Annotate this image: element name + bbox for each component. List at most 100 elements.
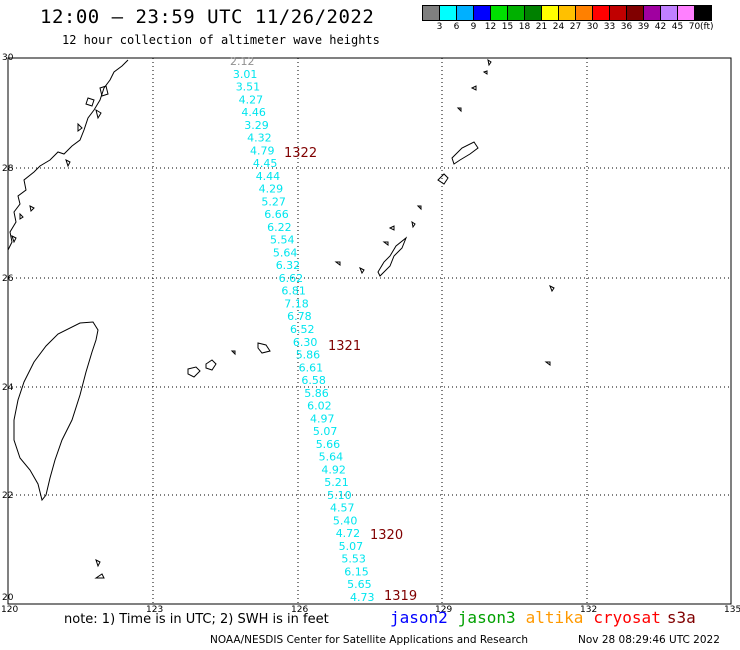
color-scale-legend: 3 6 9 12 15 18 21 24 27 30 33 36 39 42 45 70 (422, 5, 712, 32)
scale-label: 15 (501, 22, 514, 32)
satellite-label-jason3: jason3 (457, 608, 516, 627)
coastal-islands (11, 85, 109, 244)
wave-height-value: 5.65 (347, 578, 372, 591)
longitude-label: 120 (1, 605, 18, 615)
longitude-label: 132 (580, 605, 597, 615)
wave-height-value: 4.29 (259, 183, 284, 196)
scale-label: 27 (569, 22, 582, 32)
satellite-label-cryosat: cryosat (593, 608, 661, 627)
scale-swatch: 70 (689, 5, 712, 32)
satellite-label-jason2: jason2 (390, 608, 448, 627)
wave-height-value: 4.92 (321, 463, 346, 476)
wave-height-value: 4.46 (241, 106, 266, 119)
latitude-label: 26 (2, 274, 14, 284)
wave-height-value: 4.72 (336, 527, 361, 540)
china-coastline (7, 59, 129, 251)
wave-height-value: 6.78 (287, 310, 312, 323)
scale-label: 12 (484, 22, 497, 32)
color-scale-unit: (ft) (700, 22, 714, 32)
ryukyu-islands (94, 58, 555, 579)
scale-label: 70 (688, 22, 701, 32)
wave-height-value: 4.44 (256, 170, 281, 183)
longitude-labels: 120 123 126 129 132 135 (1, 605, 740, 615)
wave-height-value: 4.45 (253, 157, 278, 170)
wave-height-value: 5.10 (327, 489, 352, 502)
latitude-label: 22 (2, 491, 13, 501)
scale-label: 39 (637, 22, 650, 32)
wave-height-value: 6.66 (264, 208, 289, 221)
wave-height-value: 4.27 (239, 93, 264, 106)
wave-height-value: 4.73 (350, 591, 375, 604)
wave-height-value: 6.02 (307, 400, 332, 413)
wave-height-value: 3.29 (244, 119, 268, 132)
taiwan-coastline (13, 321, 99, 502)
track-time-label: 1320 (370, 528, 403, 543)
map-subtitle: 12 hour collection of altimeter wave hei… (62, 33, 380, 47)
scale-swatch: 45 (672, 5, 695, 32)
wave-height-value: 6.15 (344, 566, 369, 579)
longitude-label: 126 (291, 605, 308, 615)
wave-height-value: 3.01 (233, 68, 258, 81)
wave-height-value: 4.32 (247, 132, 272, 145)
wave-height-value: 5.86 (296, 349, 321, 362)
satellite-legend: jason2 jason3 altika cryosat s3a (390, 608, 706, 627)
scale-label: 45 (671, 22, 684, 32)
wave-height-value: 6.62 (279, 272, 304, 285)
scale-swatch: 9 (471, 5, 491, 32)
latitude-label: 28 (2, 164, 14, 174)
wave-height-value: 2.12 (230, 55, 255, 68)
track-time-labels: 1322 1321 1320 1319 (284, 146, 417, 604)
scale-swatch: 30 (587, 5, 610, 32)
wave-height-value: 5.07 (339, 540, 364, 553)
wave-height-value: 5.07 (313, 425, 338, 438)
wave-height-value: 6.32 (276, 259, 301, 272)
scale-label: 24 (552, 22, 565, 32)
wave-height-value: 5.40 (333, 514, 358, 527)
longitude-label: 123 (146, 605, 163, 615)
scale-label: 18 (518, 22, 531, 32)
scale-label: 42 (654, 22, 667, 32)
wave-height-value: 7.18 (284, 298, 309, 311)
track-time-label: 1322 (284, 146, 317, 161)
latitude-label: 30 (2, 53, 14, 63)
wave-height-value: 6.58 (301, 374, 326, 387)
satellite-label-altika: altika (525, 608, 584, 627)
wave-height-value: 5.54 (270, 234, 295, 247)
longitude-label: 135 (724, 605, 740, 615)
wave-height-value: 6.81 (281, 285, 306, 298)
scale-label: 3 (436, 22, 443, 32)
footnote: note: 1) Time is in UTC; 2) SWH is in fe… (64, 612, 329, 627)
longitude-label: 129 (435, 605, 452, 615)
wave-height-value: 6.52 (290, 323, 315, 336)
scale-label: 9 (470, 22, 477, 32)
scale-label: 36 (620, 22, 633, 32)
wave-height-value: 6.22 (267, 221, 292, 234)
wave-height-value: 4.97 (310, 412, 335, 425)
wave-height-value: 6.30 (293, 336, 318, 349)
wave-height-value: 3.51 (236, 81, 261, 94)
wave-height-value: 5.86 (304, 387, 329, 400)
latitude-label: 24 (2, 383, 14, 393)
credit-line: NOAA/NESDIS Center for Satellite Applica… (210, 634, 528, 646)
wave-height-value: 6.61 (299, 361, 324, 374)
track-time-label: 1319 (384, 589, 417, 604)
scale-label: 6 (453, 22, 460, 32)
map-title: 12:00 – 23:59 UTC 11/26/2022 (40, 6, 375, 28)
scale-label: 33 (603, 22, 616, 32)
generated-timestamp: Nov 28 08:29:46 UTC 2022 (578, 634, 720, 646)
wave-height-values: 2.123.013.514.274.463.294.324.794.454.44… (230, 55, 375, 604)
latitude-label: 20 (2, 593, 14, 603)
scale-label: 30 (586, 22, 599, 32)
wave-height-value: 5.27 (261, 195, 286, 208)
wave-height-value: 5.53 (341, 553, 366, 566)
wave-height-value: 5.66 (316, 438, 341, 451)
latitude-labels: 30 28 26 24 22 20 (2, 53, 14, 603)
wave-height-value: 5.21 (324, 476, 349, 489)
scale-label: 21 (535, 22, 548, 32)
scale-swatch: 12 (485, 5, 508, 32)
scale-swatch: 24 (553, 5, 576, 32)
scale-swatch: 27 (570, 5, 593, 32)
wave-height-value: 5.64 (319, 451, 344, 464)
satellite-label-s3a: s3a (666, 608, 696, 627)
